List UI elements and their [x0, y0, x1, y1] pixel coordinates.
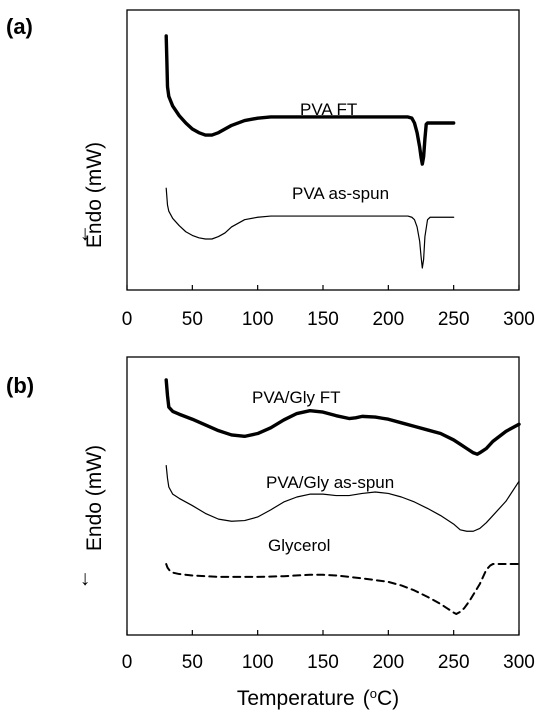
panel-b: (b) Endo (mW) ↓ 0 50 100 150 200 250 300 PVA/G…: [6, 356, 535, 673]
panel-b-x-tick-label: 250: [438, 652, 470, 673]
panel-b-label-glycerol: Glycerol: [268, 536, 330, 555]
panel-b-label-pva-gly-ft: PVA/Gly FT: [252, 388, 340, 407]
panel-a: (a) Endo (mW) ↓ 0 50 100 150 200 250 300 PVA F…: [6, 9, 535, 330]
panel-a-x-tick-label: 300: [503, 309, 535, 330]
panel-a-x-tick-label: 0: [122, 309, 133, 330]
panel-a-annotations: PVA FT PVA as-spun: [292, 100, 389, 203]
panel-b-label: (b): [6, 373, 34, 398]
panel-a-label-pva-ft: PVA FT: [300, 100, 357, 119]
panel-a-label-pva-as-spun: PVA as-spun: [292, 184, 389, 203]
panel-b-x-tick-label: 100: [242, 652, 274, 673]
panel-a-series-pva-ft: [164, 34, 456, 166]
panel-b-x-tick-label: 150: [307, 652, 339, 673]
panel-a-x-tick-label: 100: [242, 309, 274, 330]
panel-a-x-tick-label: 250: [438, 309, 470, 330]
panel-a-label: (a): [6, 14, 33, 39]
panel-a-ylabel-arrow: ↓: [80, 222, 91, 245]
panel-b-label-pva-gly-as-spun: PVA/Gly as-spun: [266, 473, 394, 492]
panel-b-series-glycerol: [165, 563, 520, 615]
panel-b-x-tick-label: 0: [122, 652, 133, 673]
panel-a-x-tick-label: 150: [307, 309, 339, 330]
panel-a-ylabel: Endo (mW): [83, 142, 106, 248]
x-axis-title: Temperature (oC): [237, 686, 399, 711]
panel-a-y-axis-label: Endo (mW) ↓: [80, 142, 106, 248]
panel-b-ylabel-arrow: ↓: [80, 567, 91, 590]
panel-a-series-pva-as-spun: [165, 187, 455, 269]
x-axis-title-unit-open: (: [363, 687, 370, 710]
panel-b-series-pva-gly-as-spun: [165, 465, 520, 532]
panel-b-x-axis: 0 50 100 150 200 250 300: [122, 630, 535, 673]
panel-b-x-tick-label: 300: [503, 652, 535, 673]
panel-a-x-tick-label: 200: [372, 309, 404, 330]
panel-b-series: [164, 378, 521, 615]
panel-a-x-tick-label: 50: [182, 309, 203, 330]
panel-b-annotations: PVA/Gly FT PVA/Gly as-spun Glycerol: [252, 388, 394, 555]
panel-b-series-pva-gly-ft: [164, 378, 521, 456]
panel-b-x-tick-label: 50: [182, 652, 203, 673]
panel-a-x-axis: 0 50 100 150 200 250 300: [122, 285, 535, 330]
panel-a-plot-frame: [126, 9, 520, 291]
panel-a-series: [164, 34, 456, 269]
x-axis-title-unit-close: C): [377, 687, 399, 710]
panel-b-y-axis-label: Endo (mW) ↓: [80, 445, 106, 590]
panel-b-ylabel: Endo (mW): [83, 445, 106, 551]
panel-b-x-tick-label: 200: [372, 652, 404, 673]
x-axis-title-unit-sup: o: [370, 686, 377, 701]
x-axis-title-main: Temperature: [237, 687, 355, 710]
